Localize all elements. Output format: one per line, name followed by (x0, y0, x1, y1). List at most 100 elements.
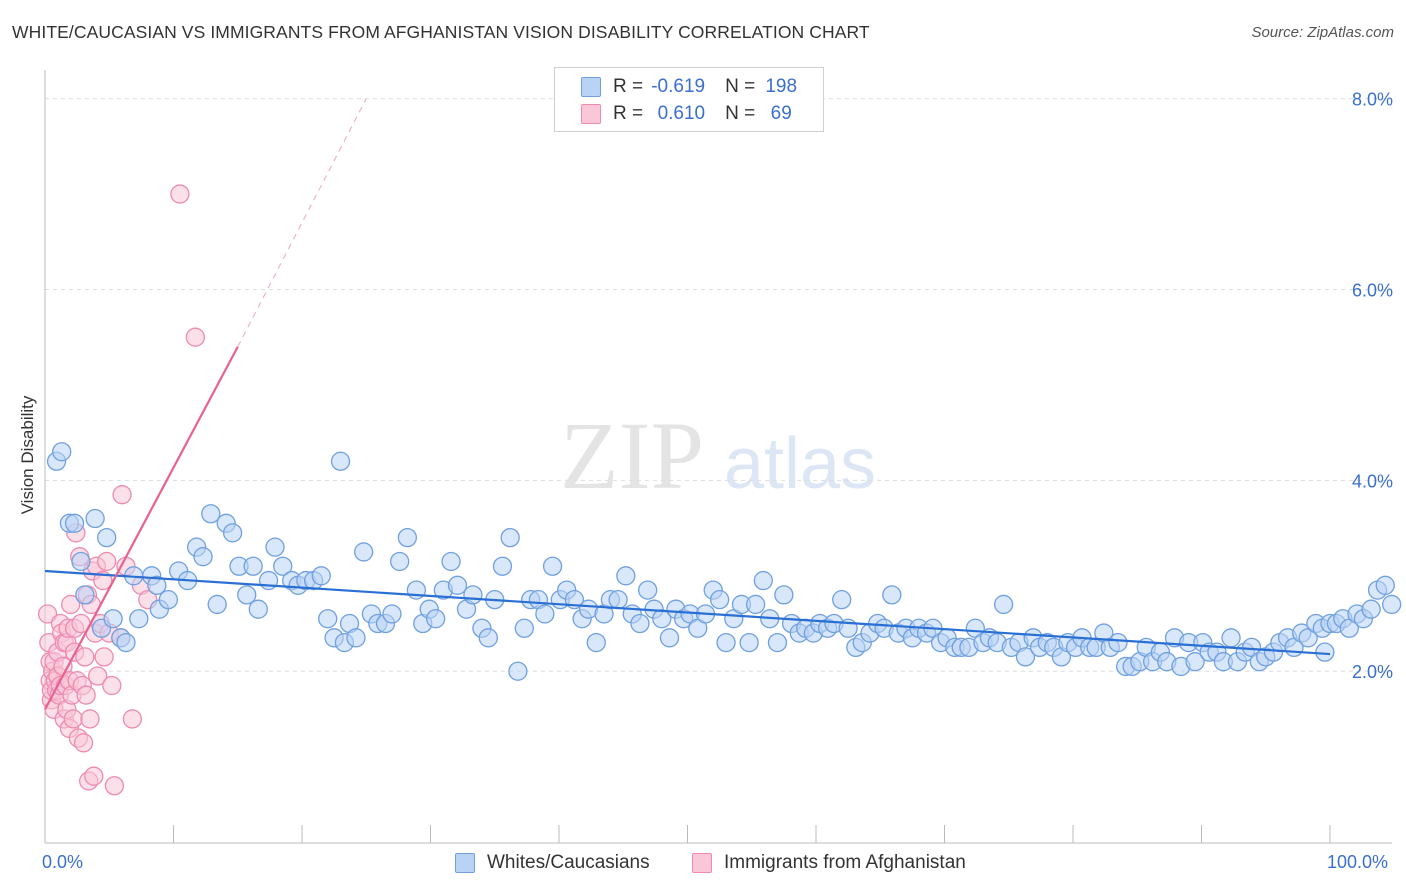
y-axis-label: Vision Disability (18, 395, 37, 515)
whites-point-57 (447, 575, 468, 595)
whites-point-22 (201, 504, 221, 524)
stats-row-whites: R = -0.619 N = 198 (581, 74, 807, 100)
afghanistan-point-54 (102, 675, 122, 696)
whites-point-99 (753, 570, 773, 591)
legend-item-afghanistan[interactable]: Immigrants from Afghanistan (692, 852, 966, 874)
whites-point-70 (542, 556, 563, 576)
whites-point-79 (608, 589, 628, 610)
whites-point-49 (390, 551, 410, 572)
afghanistan-point-38 (75, 647, 95, 667)
whites-point-54 (425, 609, 446, 629)
afghanistan-legend-swatch (692, 853, 712, 873)
afghanistan-point-28 (63, 709, 83, 729)
whites-point-43 (346, 628, 366, 648)
whites-point-94 (716, 632, 736, 653)
r-label: R = (613, 103, 644, 124)
afghanistan-point-39 (76, 685, 96, 705)
afghanistan-point-48 (88, 666, 108, 686)
whites-point-93 (709, 589, 730, 610)
stats-row-afghanistan: R = 0.610 N = 69 (581, 101, 807, 127)
afghanistan-points (37, 184, 205, 796)
whites-point-97 (739, 632, 759, 653)
whites-point-27 (237, 585, 257, 605)
whites-point-82 (630, 613, 650, 634)
whites-point-133 (993, 594, 1014, 615)
whites-point-3 (64, 513, 85, 533)
whites-point-13 (129, 609, 149, 629)
whites-point-85 (652, 609, 672, 629)
afghanistan-swatch (581, 104, 601, 124)
whites-point-59 (463, 585, 483, 605)
afghanistan-trend-line (44, 346, 239, 710)
whites-point-4 (71, 551, 91, 572)
watermark-atlas: atlas (724, 424, 876, 504)
n-value-whites: 198 (765, 76, 798, 97)
afghanistan-trend-extension (237, 98, 367, 348)
whites-point-61 (478, 628, 498, 648)
whites-point-160 (1185, 652, 1205, 672)
whites-point-15 (147, 575, 167, 595)
afghanistan-point-26 (61, 594, 81, 615)
whites-point-64 (500, 527, 520, 548)
n-label: N = (725, 103, 756, 124)
afghanistan-point-52 (97, 551, 117, 572)
whites-point-25 (222, 523, 243, 543)
n-label: N = (725, 76, 756, 97)
x-tick-label-min: 0.0% (42, 852, 84, 872)
x-tick-label-max: 100.0% (1327, 852, 1389, 872)
whites-point-8 (97, 527, 117, 548)
whites-point-21 (193, 547, 213, 567)
whites-point-38 (318, 609, 338, 629)
watermark: ZIP atlas (560, 402, 876, 509)
whites-point-165 (1221, 628, 1241, 648)
afghanistan-point-59 (122, 709, 143, 729)
r-label: R = (613, 76, 644, 97)
y-tick-label-1: 4.0% (1352, 471, 1393, 491)
whites-point-56 (441, 551, 461, 572)
source-credit: Source: ZipAtlas.com (1251, 24, 1394, 41)
whites-point-188 (1375, 575, 1395, 595)
watermark-zip: ZIP (560, 402, 704, 509)
whites-point-76 (586, 632, 606, 653)
y-tick-label-0: 2.0% (1352, 662, 1393, 682)
whites-point-40 (330, 451, 351, 471)
afghanistan-point-37 (73, 733, 94, 753)
whites-point-110 (832, 589, 852, 610)
afghanistan-point-45 (84, 766, 104, 786)
whites-point-149 (1108, 632, 1128, 653)
whites-point-63 (492, 556, 513, 576)
whites-point-102 (774, 585, 794, 605)
whites-point-9 (103, 609, 123, 629)
whites-point-11 (116, 632, 136, 653)
whites-point-48 (382, 604, 402, 624)
whites-trend-line (44, 569, 1331, 656)
whites-point-6 (85, 508, 105, 529)
afghanistan-point-57 (112, 485, 132, 505)
r-value-whites: -0.619 (651, 76, 706, 97)
whites-point-66 (514, 618, 534, 638)
whites-point-189 (1382, 594, 1402, 615)
whites-legend-swatch (455, 853, 475, 873)
whites-point-65 (508, 661, 528, 681)
legend-label-afghanistan: Immigrants from Afghanistan (724, 852, 966, 873)
afghanistan-point-0 (37, 604, 58, 624)
whites-swatch (581, 77, 601, 97)
afghanistan-point-51 (94, 647, 114, 667)
whites-point-31 (265, 537, 285, 557)
whites-point-50 (397, 527, 418, 548)
legend-label-whites: Whites/Caucasians (487, 852, 650, 873)
whites-point-69 (535, 604, 555, 624)
whites-point-32 (273, 556, 293, 576)
whites-point-29 (248, 599, 268, 619)
whites-point-86 (659, 628, 680, 648)
axes (44, 70, 1392, 844)
legend-item-whites[interactable]: Whites/Caucasians (455, 852, 650, 874)
whites-point-98 (745, 594, 766, 615)
y-tick-labels: 2.0% 4.0% 6.0% 8.0% (1352, 90, 1393, 683)
whites-point-136 (1015, 647, 1036, 667)
whites-point-44 (354, 542, 374, 562)
afghanistan-point-42 (80, 709, 100, 729)
whites-point-179 (1315, 642, 1335, 662)
whites-point-28 (243, 556, 263, 576)
